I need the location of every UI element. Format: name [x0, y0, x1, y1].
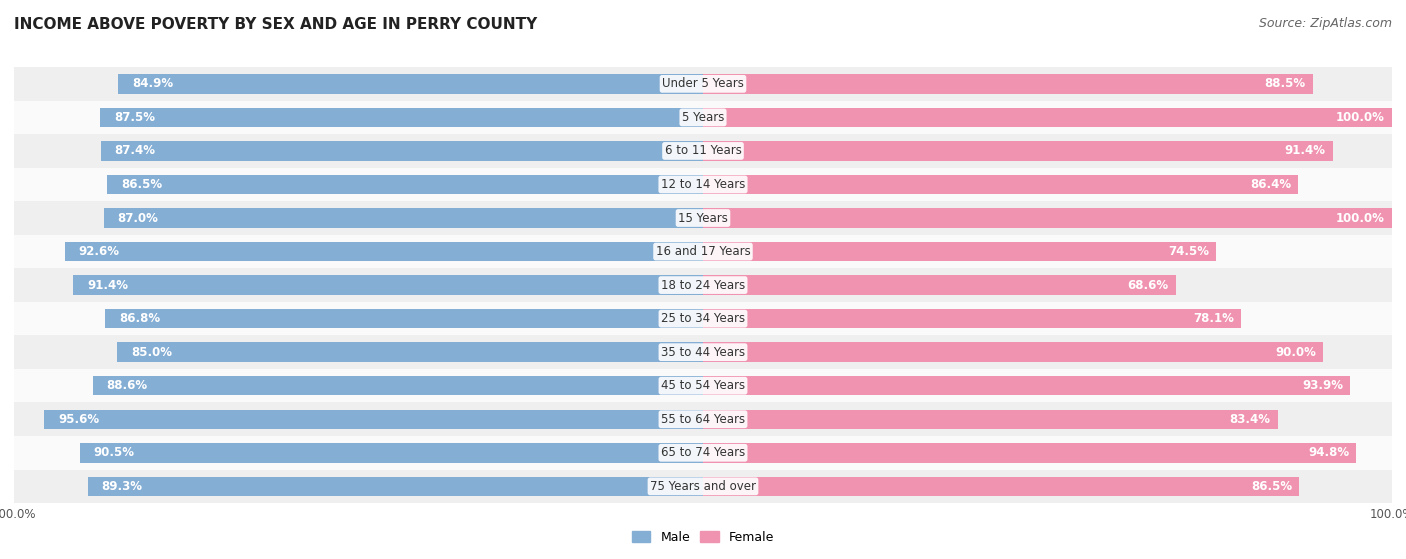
- Text: 86.8%: 86.8%: [118, 312, 160, 325]
- Bar: [14, 436, 1392, 470]
- Text: 6 to 11 Years: 6 to 11 Years: [665, 144, 741, 158]
- Text: 91.4%: 91.4%: [1285, 144, 1326, 158]
- Bar: [703, 209, 1392, 228]
- Bar: [14, 235, 1392, 268]
- Text: Under 5 Years: Under 5 Years: [662, 77, 744, 91]
- Bar: [14, 335, 1392, 369]
- Bar: [703, 276, 1175, 295]
- Text: 86.5%: 86.5%: [121, 178, 162, 191]
- Bar: [703, 108, 1392, 127]
- Text: 89.3%: 89.3%: [101, 480, 142, 493]
- Text: 83.4%: 83.4%: [1230, 413, 1271, 426]
- Text: 65 to 74 Years: 65 to 74 Years: [661, 446, 745, 459]
- Text: 87.0%: 87.0%: [117, 211, 159, 225]
- Text: 84.9%: 84.9%: [132, 77, 173, 91]
- Bar: [87, 477, 703, 496]
- Text: 90.5%: 90.5%: [93, 446, 135, 459]
- Bar: [100, 108, 703, 127]
- Text: 68.6%: 68.6%: [1128, 278, 1168, 292]
- Bar: [93, 376, 703, 395]
- Bar: [703, 141, 1333, 160]
- Text: 5 Years: 5 Years: [682, 111, 724, 124]
- Text: 95.6%: 95.6%: [58, 413, 100, 426]
- Bar: [14, 470, 1392, 503]
- Text: 87.5%: 87.5%: [114, 111, 155, 124]
- Bar: [14, 134, 1392, 168]
- Bar: [703, 410, 1278, 429]
- Bar: [104, 209, 703, 228]
- Bar: [117, 343, 703, 362]
- Bar: [65, 242, 703, 261]
- Bar: [73, 276, 703, 295]
- Text: 12 to 14 Years: 12 to 14 Years: [661, 178, 745, 191]
- Bar: [703, 376, 1350, 395]
- Bar: [101, 141, 703, 160]
- Text: 16 and 17 Years: 16 and 17 Years: [655, 245, 751, 258]
- Text: 78.1%: 78.1%: [1194, 312, 1234, 325]
- Text: 75 Years and over: 75 Years and over: [650, 480, 756, 493]
- Text: 15 Years: 15 Years: [678, 211, 728, 225]
- Bar: [14, 201, 1392, 235]
- Bar: [703, 74, 1313, 93]
- Text: Source: ZipAtlas.com: Source: ZipAtlas.com: [1258, 17, 1392, 30]
- Text: 85.0%: 85.0%: [131, 345, 172, 359]
- Bar: [703, 175, 1298, 194]
- Bar: [118, 74, 703, 93]
- Text: 88.5%: 88.5%: [1265, 77, 1306, 91]
- Legend: Male, Female: Male, Female: [627, 526, 779, 549]
- Text: 87.4%: 87.4%: [115, 144, 156, 158]
- Bar: [105, 309, 703, 328]
- Bar: [14, 67, 1392, 101]
- Text: 18 to 24 Years: 18 to 24 Years: [661, 278, 745, 292]
- Text: 86.4%: 86.4%: [1250, 178, 1291, 191]
- Text: 90.0%: 90.0%: [1275, 345, 1316, 359]
- Text: 93.9%: 93.9%: [1302, 379, 1343, 392]
- Text: 25 to 34 Years: 25 to 34 Years: [661, 312, 745, 325]
- Text: INCOME ABOVE POVERTY BY SEX AND AGE IN PERRY COUNTY: INCOME ABOVE POVERTY BY SEX AND AGE IN P…: [14, 17, 537, 32]
- Bar: [703, 477, 1299, 496]
- Text: 94.8%: 94.8%: [1308, 446, 1350, 459]
- Text: 88.6%: 88.6%: [107, 379, 148, 392]
- Bar: [14, 101, 1392, 134]
- Bar: [80, 443, 703, 462]
- Bar: [107, 175, 703, 194]
- Text: 45 to 54 Years: 45 to 54 Years: [661, 379, 745, 392]
- Bar: [703, 443, 1357, 462]
- Text: 92.6%: 92.6%: [79, 245, 120, 258]
- Text: 35 to 44 Years: 35 to 44 Years: [661, 345, 745, 359]
- Bar: [14, 369, 1392, 402]
- Text: 74.5%: 74.5%: [1168, 245, 1209, 258]
- Text: 86.5%: 86.5%: [1251, 480, 1292, 493]
- Bar: [14, 168, 1392, 201]
- Text: 100.0%: 100.0%: [1336, 111, 1385, 124]
- Bar: [14, 402, 1392, 436]
- Bar: [703, 343, 1323, 362]
- Bar: [14, 268, 1392, 302]
- Bar: [703, 309, 1241, 328]
- Bar: [45, 410, 703, 429]
- Text: 100.0%: 100.0%: [1336, 211, 1385, 225]
- Bar: [14, 302, 1392, 335]
- Text: 55 to 64 Years: 55 to 64 Years: [661, 413, 745, 426]
- Text: 91.4%: 91.4%: [87, 278, 128, 292]
- Bar: [703, 242, 1216, 261]
